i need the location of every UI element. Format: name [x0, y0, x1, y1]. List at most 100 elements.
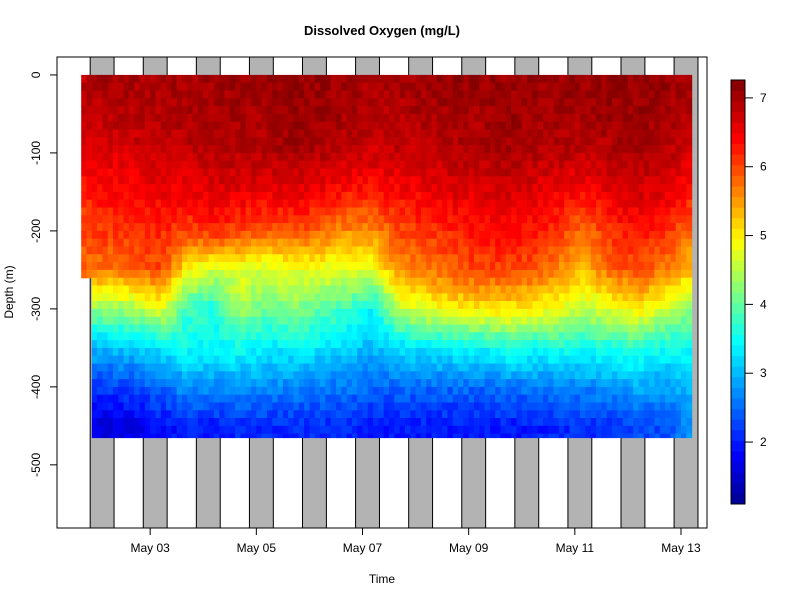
heat-cell	[537, 340, 544, 349]
heat-cell	[304, 246, 310, 255]
heat-cell	[505, 113, 512, 123]
heat-cell	[521, 262, 528, 271]
heat-cell	[468, 410, 475, 419]
heat-cell	[330, 74, 337, 84]
heat-cell	[537, 207, 544, 216]
heat-cell	[346, 308, 353, 318]
heat-cell	[458, 137, 464, 146]
heat-cell	[203, 160, 210, 170]
heat-cell	[266, 262, 273, 271]
heat-cell	[192, 98, 199, 107]
heat-cell	[235, 379, 241, 388]
heat-cell	[447, 262, 454, 271]
heat-cell	[182, 176, 188, 185]
heat-cell	[436, 332, 443, 341]
heat-cell	[447, 355, 454, 365]
heat-cell	[596, 199, 602, 209]
heat-cell	[288, 285, 295, 294]
heat-cell	[426, 223, 433, 232]
heat-cell	[574, 269, 581, 279]
heat-cell	[378, 74, 385, 84]
heat-cell	[505, 98, 512, 107]
heat-cell	[532, 355, 539, 365]
heat-cell	[383, 191, 390, 201]
heat-cell	[144, 394, 151, 404]
heat-cell	[325, 191, 332, 201]
heat-cell	[219, 145, 226, 154]
heat-cell	[569, 277, 576, 287]
heat-cell	[500, 207, 507, 216]
heat-cell	[452, 137, 459, 146]
heat-cell	[213, 176, 220, 185]
heat-cell	[521, 293, 528, 302]
heat-cell	[81, 254, 88, 263]
heat-cell	[622, 371, 629, 380]
heat-cell	[277, 347, 284, 357]
heat-cell	[298, 285, 305, 294]
heat-cell	[351, 106, 358, 115]
heat-cell	[304, 410, 310, 419]
heat-cell	[474, 176, 480, 185]
heat-cell	[298, 129, 305, 138]
heat-cell	[389, 129, 395, 138]
heat-cell	[378, 160, 385, 170]
heat-cell	[500, 246, 507, 255]
heat-cell	[638, 82, 645, 92]
heat-cell	[298, 184, 305, 193]
heat-cell	[569, 347, 576, 357]
heat-cell	[219, 207, 226, 216]
heat-cell	[351, 246, 358, 255]
heat-cell	[213, 293, 220, 302]
heat-cell	[431, 82, 438, 92]
heat-cell	[107, 410, 114, 419]
heat-cell	[479, 90, 486, 99]
heat-cell	[415, 402, 422, 411]
heat-cell	[256, 129, 263, 138]
heat-cell	[458, 371, 464, 380]
heat-cell	[415, 90, 422, 99]
heat-cell	[336, 199, 342, 209]
heat-cell	[564, 340, 571, 349]
heat-cell	[516, 207, 523, 216]
heat-cell	[144, 402, 151, 411]
heat-cell	[431, 191, 438, 201]
heat-cell	[543, 262, 549, 271]
heat-cell	[182, 277, 188, 287]
heat-cell	[176, 433, 183, 439]
heat-cell	[272, 386, 279, 396]
heat-cell	[436, 207, 443, 216]
heat-cell	[548, 285, 555, 294]
heat-cell	[564, 152, 571, 162]
heat-cell	[590, 246, 597, 255]
heat-cell	[266, 137, 273, 146]
heat-cell	[431, 308, 438, 318]
heat-cell	[277, 433, 284, 439]
heat-cell	[160, 262, 167, 271]
heat-cell	[314, 254, 321, 263]
heat-cell	[123, 152, 130, 162]
heat-cell	[134, 308, 141, 318]
heat-cell	[128, 371, 135, 380]
heat-cell	[596, 308, 602, 318]
heat-cell	[468, 277, 475, 287]
heat-cell	[585, 152, 592, 162]
heat-cell	[118, 230, 125, 240]
heat-cell	[590, 262, 597, 271]
heat-cell	[86, 230, 93, 240]
heat-cell	[553, 262, 560, 271]
heat-cell	[564, 223, 571, 232]
heat-cell	[574, 386, 581, 396]
heat-cell	[171, 363, 178, 372]
heat-cell	[543, 418, 549, 427]
heat-cell	[144, 254, 151, 263]
heat-cell	[606, 168, 613, 177]
heat-cell	[240, 425, 247, 435]
heat-cell	[596, 98, 602, 107]
heat-cell	[394, 285, 401, 294]
heat-cell	[442, 152, 448, 162]
heat-cell	[383, 129, 390, 138]
heat-cell	[527, 152, 533, 162]
heat-cell	[516, 98, 523, 107]
heat-cell	[410, 106, 417, 115]
heat-cell	[564, 160, 571, 170]
